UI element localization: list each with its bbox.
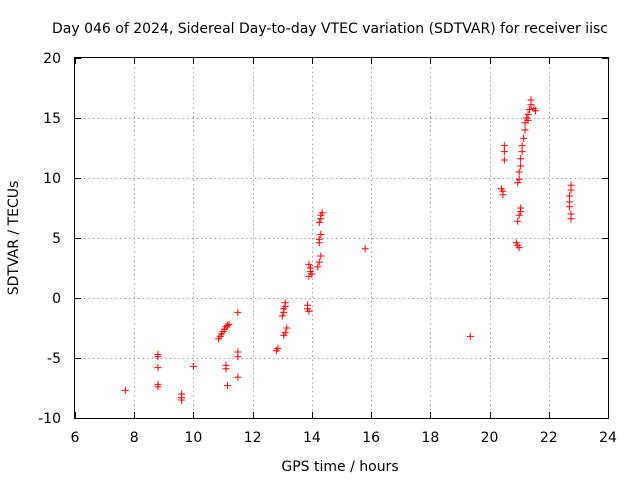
data-point [234,373,242,381]
data-point [223,322,231,330]
data-point [225,320,233,328]
data-point [517,204,525,212]
data-point [178,396,186,404]
y-tick-label: 15 [43,111,61,127]
data-point [234,308,242,316]
data-point [518,142,526,150]
data-point [305,307,313,315]
data-point [361,245,369,253]
data-point [234,353,242,361]
x-axis-label: GPS time / hours [281,459,398,475]
grid-lines [75,58,608,418]
data-point [515,168,523,176]
data-point [499,191,507,199]
plot-frame [74,57,609,419]
y-tick-label: 20 [43,51,61,67]
data-point [521,126,529,134]
data-point [524,110,532,118]
y-tick-labels: -10 -5 0 5 10 15 20 [38,51,61,427]
data-point [222,365,230,373]
data-points [121,96,575,404]
x-tick-label: 22 [540,430,558,446]
y-axis-label: SDTVAR / TECUs [6,181,22,296]
y-tick-label: 5 [52,231,61,247]
data-point [305,260,313,268]
data-point [517,162,525,170]
y-tick-label: 10 [43,171,61,187]
data-point [466,332,474,340]
data-point [154,383,162,391]
y-tick-label: -10 [38,411,61,427]
x-tick-label: 10 [185,430,203,446]
data-point [527,96,535,104]
data-point [515,244,523,252]
data-point [524,116,532,124]
data-point [283,324,291,332]
data-point [278,312,286,320]
data-point [526,106,534,114]
x-tick-label: 8 [130,430,139,446]
data-point [121,386,129,394]
data-point [567,181,575,189]
data-point [315,218,323,226]
data-point [317,230,325,238]
data-point [500,156,508,164]
data-point [318,209,326,217]
y-tick-label: 0 [52,291,61,307]
data-point [500,142,508,150]
y-tick-label: -5 [47,351,61,367]
x-tick-labels: 6 8 10 12 14 16 18 20 22 24 [71,430,617,446]
x-tick-label: 18 [421,430,439,446]
data-point [281,329,289,337]
x-tick-label: 20 [481,430,499,446]
x-tick-label: 16 [362,430,380,446]
x-tick-label: 12 [244,430,262,446]
data-point [515,175,523,183]
data-point [274,344,282,352]
data-point [566,203,574,211]
data-point [514,179,522,187]
x-tick-label: 24 [599,430,617,446]
data-point [154,353,162,361]
x-tick-label: 14 [303,430,321,446]
data-point [531,107,539,115]
data-point [281,299,289,307]
data-point [566,192,574,200]
data-point [520,134,528,142]
data-point [305,272,313,280]
data-point [518,148,526,156]
data-point [567,215,575,223]
data-point [515,211,523,219]
data-point [154,364,162,372]
axis-ticks [75,58,609,419]
data-point [317,252,325,260]
data-point [315,258,323,266]
data-point [315,235,323,243]
data-point [517,155,525,163]
chart-title: Day 046 of 2024, Sidereal Day-to-day VTE… [52,21,608,37]
data-point [223,382,231,390]
data-point [514,217,522,225]
data-point [189,362,197,370]
data-point [500,148,508,156]
x-tick-label: 6 [71,430,80,446]
data-point [314,263,322,271]
